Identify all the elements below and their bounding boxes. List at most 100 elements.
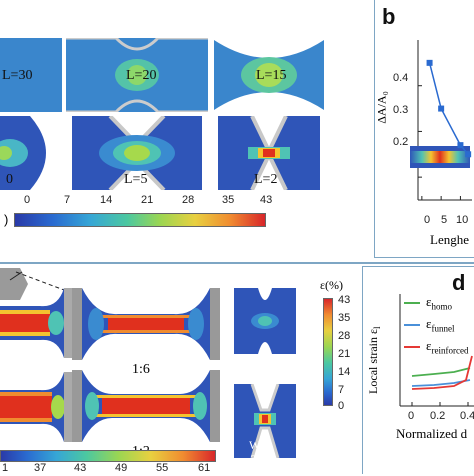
panel-d-letter: d — [452, 270, 466, 295]
l2-geometry — [218, 116, 320, 190]
cb-a-tick: 7 — [64, 194, 71, 206]
b-ytick: 0.2 — [393, 136, 409, 148]
curve-homo — [411, 367, 471, 377]
strain-map-l30: L=30 — [0, 38, 62, 112]
colorbar-left-text: ) — [4, 212, 9, 227]
d-xtick: 0 — [408, 410, 415, 422]
b-data-point — [438, 105, 445, 112]
without-tpu-label-2: TPU — [251, 366, 274, 380]
cb-c-tick: 43 — [74, 462, 87, 474]
legend-item-reinforced: εreinforced — [404, 338, 474, 356]
legend-label-funnel: εfunnel — [426, 316, 454, 334]
l20-geometry — [66, 38, 208, 112]
panel-d-legend: εhomo εfunnel εreinforced — [404, 294, 474, 356]
legend-item-funnel: εfunnel — [404, 316, 474, 334]
specimen-row2-right — [72, 370, 220, 442]
b-data-point — [457, 142, 464, 149]
panel-d-ylabel: Local strain εl — [366, 310, 382, 410]
cb-a-tick: 0 — [24, 194, 31, 206]
legend-label-reinforced: εreinforced — [426, 338, 468, 356]
ratio-label-1-6: 1:6 — [132, 362, 150, 377]
legend-eps: ε — [426, 316, 432, 331]
panel-d-ylabel-sub: l — [372, 326, 383, 329]
legend-sub: homo — [431, 301, 452, 312]
panel-b-ylabel: ΔA/A₀ — [374, 91, 389, 124]
with-tpu-label-1: With — [249, 438, 273, 452]
strain-map-l5: L=5 — [66, 116, 208, 190]
cb-a-tick: 35 — [222, 194, 235, 206]
specimen-row2-left — [0, 372, 72, 442]
cb-a-tick: 21 — [141, 194, 154, 206]
l5-geometry — [72, 116, 202, 190]
colorbar-a-ticks: 0 7 14 21 28 35 43 — [10, 194, 272, 210]
eps-tick: 21 — [338, 348, 351, 360]
cb-a-tick: 14 — [100, 194, 113, 206]
strain-map-l20: L=20 — [66, 38, 208, 112]
length-label-l2: L=2 — [254, 172, 278, 187]
b-data-point — [426, 59, 433, 66]
panel-d-xlabel: Normalized d — [396, 426, 468, 441]
length-label-l15: L=15 — [256, 68, 287, 83]
legend-item-homo: εhomo — [404, 294, 474, 312]
panel-d-chart — [399, 294, 474, 407]
strain-map-lsmall: 0 — [0, 116, 62, 190]
strain-colorbar-c-bottom — [0, 450, 216, 462]
panel-d-ylabel-text: Local strain ε — [365, 328, 380, 394]
zoom-dashed-lines — [9, 271, 65, 291]
strain-colorbar-c — [323, 298, 333, 406]
b-xtick: 0 — [424, 214, 431, 226]
with-tpu-specimen — [234, 384, 296, 458]
eps-tick: 43 — [338, 294, 351, 306]
bottom-colorbar-ticks: 1 37 43 49 55 61 — [0, 462, 230, 476]
panel-b-letter: b — [382, 4, 396, 29]
legend-sub: reinforced — [431, 345, 469, 356]
cb-a-tick: 28 — [182, 194, 195, 206]
d-xtick: 0.2 — [430, 410, 446, 422]
panel-b-frame — [374, 0, 474, 258]
specimen-row1-left — [0, 288, 72, 358]
curve-reinforced — [411, 355, 473, 390]
panel-a: L=30 L=20 L=15 0 — [0, 0, 380, 258]
figure-divider — [0, 262, 474, 264]
b-data-point — [465, 151, 472, 158]
b-xtick: 5 — [441, 214, 448, 226]
cb-c-tick: 37 — [34, 462, 47, 474]
eps-tick: 35 — [338, 312, 351, 324]
length-label-l20: L=20 — [126, 68, 157, 83]
b-inset-strain — [410, 151, 470, 163]
legend-eps: ε — [426, 294, 432, 309]
l15-geometry — [214, 40, 324, 110]
lsmall-geometry — [0, 116, 46, 190]
length-label-l5: L=5 — [124, 172, 148, 187]
eps-tick: 7 — [338, 384, 345, 396]
specimen-row1-right — [72, 288, 220, 360]
strain-map-l2: L=2 — [214, 116, 324, 190]
legend-eps: ε — [426, 338, 432, 353]
legend-label-homo: εhomo — [426, 294, 452, 312]
b-series-line — [428, 62, 469, 155]
without-tpu-label-1: Without — [244, 352, 283, 366]
cb-a-tick: 43 — [260, 194, 273, 206]
with-tpu-label-2: TPU — [251, 452, 274, 466]
b-xtick: 10 — [456, 214, 469, 226]
panel-b-xlabel: Lenghe — [430, 232, 469, 247]
length-label-l30: L=30 — [2, 68, 33, 83]
clamp-icon — [0, 268, 28, 300]
length-label-small: 0 — [6, 172, 13, 187]
d-xtick: 0.4 — [460, 410, 474, 422]
legend-sub: funnel — [431, 323, 455, 334]
strain-map-l15: L=15 — [214, 38, 324, 112]
eps-tick: 28 — [338, 330, 351, 342]
legend-swatch-funnel — [404, 324, 420, 326]
cb-c-tick: 55 — [156, 462, 169, 474]
eps-tick: 0 — [338, 400, 345, 412]
cb-c-tick: 49 — [115, 462, 128, 474]
cb-c-tick: 1 — [2, 462, 9, 474]
legend-swatch-homo — [404, 302, 420, 304]
strain-colorbar-a — [14, 213, 266, 227]
b-ytick: 0.3 — [393, 104, 409, 116]
panel-d-frame — [362, 266, 474, 474]
panel-b-chart — [410, 40, 472, 201]
eps-colorbar-title: ε(%) — [320, 278, 344, 292]
without-tpu-specimen — [234, 288, 296, 354]
